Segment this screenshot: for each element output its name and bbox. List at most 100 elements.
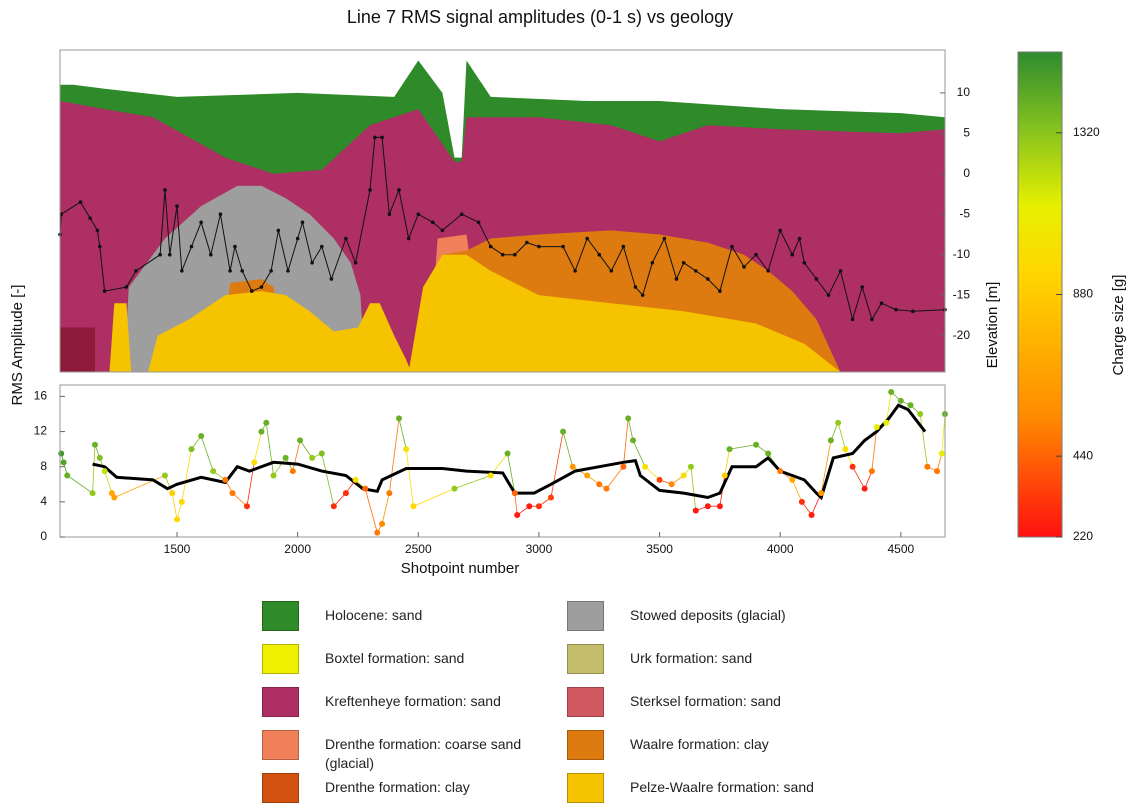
connector — [67, 475, 93, 494]
connector — [200, 435, 214, 472]
legend-swatch — [262, 601, 299, 631]
trace-point — [838, 269, 843, 273]
rms-point — [289, 468, 296, 475]
trace-point — [88, 216, 92, 221]
x-tick-label: 3500 — [646, 542, 673, 556]
rms-point — [765, 450, 772, 457]
trace-point — [102, 289, 107, 293]
trace-point — [276, 228, 281, 233]
rms-point — [861, 485, 868, 492]
trace-point — [609, 269, 614, 273]
legend-label: Stowed deposits (glacial) — [630, 607, 786, 623]
trace-point — [561, 244, 565, 249]
x-tick-label: 2000 — [284, 542, 311, 556]
rms-point — [379, 520, 386, 527]
legend-swatch — [567, 601, 604, 631]
trace-point — [488, 244, 493, 249]
rms-point — [680, 472, 687, 479]
connector — [852, 466, 866, 489]
trace-point — [513, 252, 517, 257]
trace-point — [95, 228, 100, 233]
rms-point — [726, 446, 733, 453]
trace-point — [879, 301, 884, 306]
rms-point — [386, 490, 393, 497]
connector — [265, 422, 274, 476]
legend-label: Drenthe formation: clay — [325, 779, 470, 795]
connector — [562, 431, 574, 467]
trace-point — [380, 135, 384, 140]
connector — [181, 449, 192, 502]
rms-point — [584, 472, 591, 479]
trace-point — [158, 252, 162, 257]
trace-point — [406, 236, 411, 241]
rms-point — [64, 472, 71, 479]
trace-point — [870, 317, 874, 322]
trace-point — [911, 309, 915, 314]
legend-swatch — [262, 773, 299, 803]
trace-point — [240, 269, 244, 273]
rms-point — [873, 424, 880, 431]
rms-point — [656, 476, 663, 483]
rms-point — [924, 463, 931, 470]
colorbar-tick-label: 440 — [1073, 448, 1093, 462]
plot-frame — [59, 384, 946, 538]
connector — [388, 418, 400, 494]
connector — [729, 444, 757, 450]
x-axis-label: Shotpoint number — [401, 560, 519, 577]
connector — [114, 475, 166, 498]
rms-point — [938, 450, 945, 457]
connector — [632, 440, 646, 467]
rms-point — [169, 490, 176, 497]
rms-point — [58, 450, 65, 457]
rms-point — [934, 468, 941, 475]
trace-point — [208, 252, 213, 257]
trace-point — [778, 228, 783, 233]
rms-point — [309, 454, 316, 461]
rms-point — [630, 437, 637, 444]
rms-point — [625, 415, 632, 422]
trace-point — [78, 200, 83, 204]
rms-point — [161, 472, 168, 479]
connector — [941, 413, 946, 454]
connector — [232, 492, 248, 507]
legend-label: Sterksel formation: sand — [630, 693, 781, 709]
trace-point — [180, 269, 184, 273]
connector — [622, 418, 629, 467]
rms-point — [504, 450, 511, 457]
rms-point — [60, 459, 67, 466]
rms-point — [403, 446, 410, 453]
trace-point — [766, 269, 770, 273]
rms-point — [263, 419, 270, 426]
rms-point — [883, 419, 890, 426]
colorbar-tick-label: 220 — [1073, 529, 1093, 543]
rms-point — [89, 490, 96, 497]
trace-point — [814, 277, 819, 281]
y-tick-label: 8 — [40, 459, 47, 473]
rms-point — [569, 463, 576, 470]
rms-point — [374, 529, 381, 536]
trace-point — [440, 228, 445, 233]
connector — [644, 466, 660, 481]
trace-point — [662, 236, 667, 241]
trace-point — [373, 135, 377, 140]
trace-point — [300, 220, 305, 225]
trace-point — [476, 220, 481, 225]
y2-tick-label: -15 — [953, 287, 971, 301]
connector — [606, 466, 624, 489]
rms-point — [487, 472, 494, 479]
y2-tick-label: 10 — [957, 85, 971, 99]
colorbar — [1017, 51, 1063, 538]
plot-frame — [59, 49, 946, 373]
connector — [627, 418, 634, 441]
trace-point — [693, 269, 698, 273]
trace-point — [459, 212, 464, 217]
legend-swatch — [567, 773, 604, 803]
trace-point — [894, 307, 898, 312]
connector — [413, 488, 455, 507]
connector — [171, 492, 178, 520]
trace-point — [850, 317, 855, 322]
legend-swatch — [262, 644, 299, 674]
legend-label: Urk formation: sand — [630, 650, 753, 666]
rms-point — [229, 490, 236, 497]
rms-point — [620, 463, 627, 470]
